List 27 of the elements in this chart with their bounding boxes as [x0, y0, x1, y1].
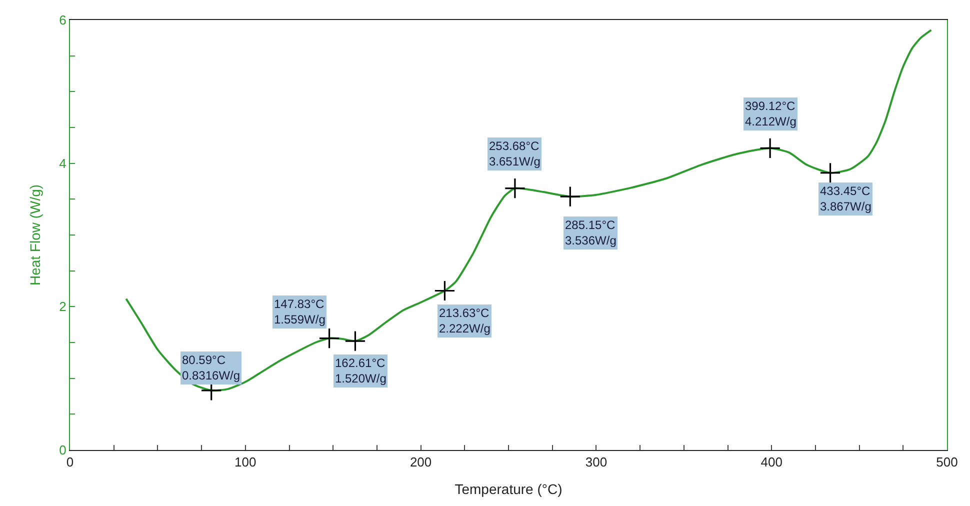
annotation: 433.45°C 3.867W/g [820, 184, 872, 214]
line-series [125, 29, 932, 392]
x-tick-label: 400 [760, 454, 782, 470]
y-tick-label: 0 [59, 442, 66, 458]
y-tick-label: 4 [59, 156, 66, 171]
point [560, 186, 581, 208]
point [759, 138, 781, 159]
annotation: 162.61°C 1.520W/g [335, 356, 386, 386]
x-tick-label: 500 [936, 454, 958, 470]
point [820, 162, 841, 184]
point [504, 178, 526, 199]
x-tick-label: 100 [234, 454, 256, 470]
x-tick-label: 200 [410, 454, 432, 470]
point [434, 280, 456, 302]
annotation: 80.59°C 0.8316W/g [182, 353, 240, 383]
y-axis-title: Heat Flow (W/g) [26, 184, 43, 286]
point [318, 328, 340, 349]
x-axis-title: Temperature (°C) [454, 480, 562, 497]
y-tick-label: 6 [59, 12, 66, 28]
annotation: 147.83°C 1.559W/g [274, 297, 326, 327]
y-tick-label: 2 [59, 299, 66, 314]
annotation: 253.68°C 3.651W/g [489, 139, 540, 169]
point [344, 330, 366, 352]
annotation: 285.15°C 3.536W/g [565, 218, 616, 248]
x-tick-label: 300 [585, 454, 608, 470]
annotation: 399.12°C 4.212W/g [745, 99, 796, 129]
annotation: 213.63°C 2.222W/g [439, 306, 490, 336]
